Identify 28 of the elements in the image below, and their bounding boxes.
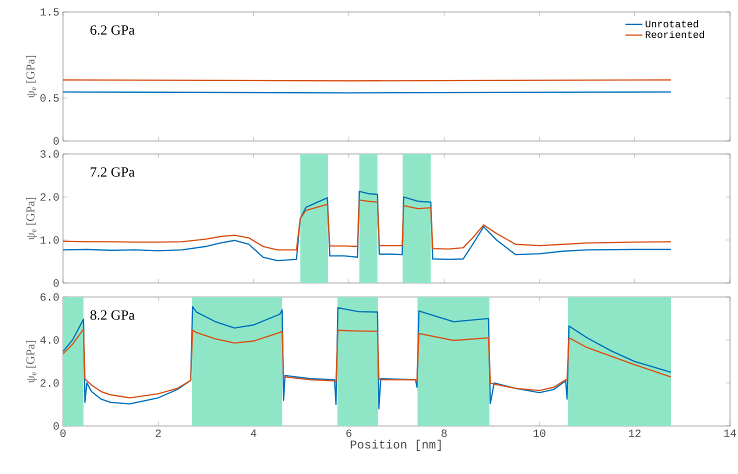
annotation: 6.2 GPa	[90, 25, 135, 35]
annotation: 7.2 GPa	[90, 167, 135, 177]
y-tick-label: 4.0	[40, 336, 59, 344]
y-tick-label: 0.5	[40, 94, 59, 102]
y-tick-label: 1.5	[40, 8, 59, 16]
x-tick-label: 12	[628, 430, 641, 437]
y-axis-title: ψ$_{e}$ [GPa]	[26, 56, 37, 98]
y-tick-label: 3.0	[40, 150, 59, 158]
x-tick-label: 4	[250, 430, 256, 437]
x-axis-title: Position [nm]	[350, 440, 441, 451]
x-tick-label: 0	[60, 430, 66, 437]
y-tick-label: 6.0	[40, 293, 59, 301]
y-tick-label: 1.0	[40, 236, 59, 244]
legend-label: Reoriented	[646, 30, 704, 38]
x-tick-label: 10	[534, 430, 546, 437]
legend-label: Unrotated	[646, 20, 698, 28]
y-tick-label: 2.0	[40, 193, 59, 201]
y-axis-title: ψ$_{e}$ [GPa]	[26, 340, 37, 383]
x-tick-label: 14	[724, 430, 736, 437]
annotation: 8.2 GPa	[90, 310, 135, 320]
y-axis-title: ψ$_{e}$ [GPa]	[26, 198, 37, 240]
y-tick-label: 0	[54, 137, 59, 145]
y-tick-label: 2.0	[40, 379, 59, 387]
x-tick-label: 6	[346, 430, 352, 437]
x-tick-label: 8	[442, 430, 447, 437]
x-tick-label: 2	[156, 430, 161, 437]
y-tick-label: 0	[54, 422, 59, 430]
y-tick-label: 0	[54, 279, 59, 287]
